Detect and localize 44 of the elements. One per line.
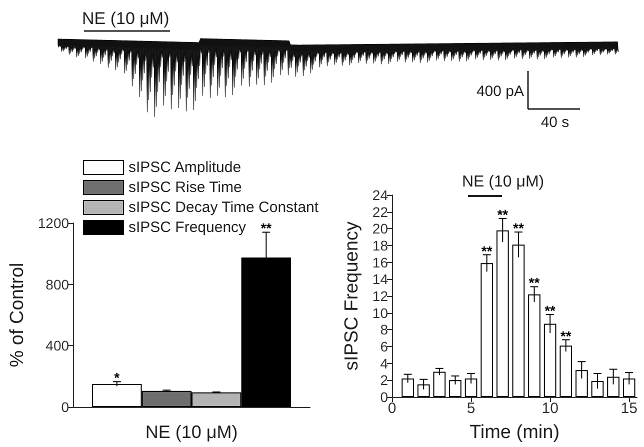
y-tick-label: 24 xyxy=(372,187,388,203)
y-tick-label: 14 xyxy=(372,271,388,288)
y-tick-label: 400 xyxy=(46,338,70,354)
data-label: ** xyxy=(560,328,572,344)
text: 400 pA xyxy=(476,83,524,100)
data-label: ** xyxy=(260,220,272,236)
y-tick-label: 2 xyxy=(380,372,388,388)
data-label: ** xyxy=(497,206,509,223)
y-axis-title: % of Control xyxy=(7,262,28,368)
legend-label: sIPSC Rise Time xyxy=(128,179,242,196)
bar xyxy=(433,372,446,397)
y-tick-label: 22 xyxy=(372,204,388,220)
data-label: ** xyxy=(528,274,540,291)
x-tick-label: 15 xyxy=(620,400,638,417)
data-label: ** xyxy=(481,242,493,259)
bar xyxy=(417,384,430,397)
data-label: * xyxy=(114,370,120,386)
y-tick-label: 1200 xyxy=(38,215,70,231)
text: 40 s xyxy=(540,114,570,131)
bar xyxy=(464,378,478,397)
data-label: ** xyxy=(544,302,556,319)
text: NE (10 μM) xyxy=(82,9,170,28)
legend-label: sIPSC Decay Time Constant xyxy=(128,199,320,216)
data-label: ** xyxy=(513,220,524,236)
x-tick-label: 10 xyxy=(542,400,558,417)
legend-label: sIPSC Frequency xyxy=(128,219,247,236)
y-tick-label: 20 xyxy=(372,220,388,237)
y-tick-label: 4 xyxy=(380,355,388,372)
bar xyxy=(402,378,414,397)
y-tick-label: 6 xyxy=(380,338,388,354)
y-axis-title: sIPSC Frequency xyxy=(342,221,363,370)
x-axis-title: Time (min) xyxy=(469,422,560,443)
y-tick-label: 8 xyxy=(380,322,388,338)
y-tick-label: 12 xyxy=(372,288,388,304)
y-tick-label: 0 xyxy=(380,389,388,405)
text: NE (10 μM) xyxy=(462,174,544,190)
y-tick-label: 16 xyxy=(372,254,388,270)
y-tick-label: 18 xyxy=(372,238,388,254)
x-axis-title: NE (10 μM) xyxy=(145,422,238,442)
legend-label: sIPSC Amplitude xyxy=(128,159,242,176)
bar xyxy=(449,380,462,397)
y-tick-label: 800 xyxy=(46,276,70,292)
x-tick-label: 5 xyxy=(466,400,476,417)
y-tick-label: 10 xyxy=(372,304,388,321)
